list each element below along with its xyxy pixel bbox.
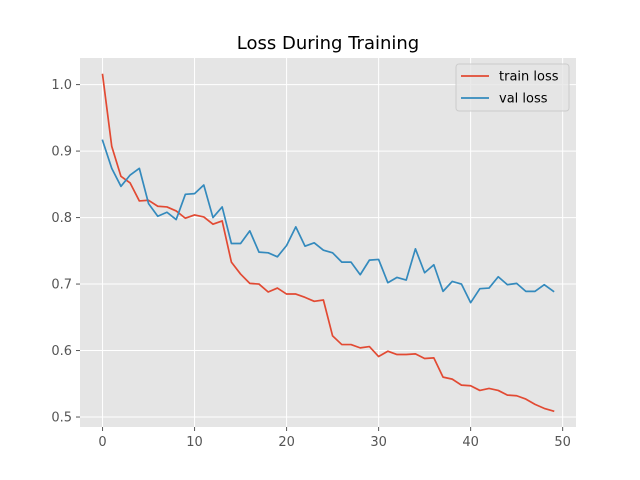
x-tick-label: 0 xyxy=(98,435,106,450)
x-tick-label: 10 xyxy=(186,435,203,450)
x-tick-label: 40 xyxy=(462,435,479,450)
x-tick-label: 50 xyxy=(554,435,571,450)
legend-label: val loss xyxy=(499,92,548,107)
y-tick-label: 0.5 xyxy=(51,411,72,426)
y-tick-label: 0.6 xyxy=(51,344,72,359)
plot-area-background xyxy=(80,58,576,427)
y-tick-label: 0.7 xyxy=(51,278,72,293)
series-line-train-loss xyxy=(101,73,555,413)
x-tick-label: 30 xyxy=(370,435,387,450)
series-lines xyxy=(101,73,555,413)
axis-ticks: 0 10 20 30 40 50 0.5 0.6 0.7 0.8 0.9 1.0 xyxy=(51,78,571,450)
gridlines xyxy=(80,58,576,427)
y-tick-label: 0.8 xyxy=(51,211,72,226)
x-tick-label: 20 xyxy=(278,435,295,450)
y-tick-label: 0.9 xyxy=(51,145,72,160)
legend: train loss val loss xyxy=(455,63,570,112)
y-tick-label: 1.0 xyxy=(51,78,72,93)
legend-label: train loss xyxy=(499,70,559,85)
series-line-val-loss xyxy=(101,139,555,304)
chart-title: Loss During Training xyxy=(237,33,419,54)
